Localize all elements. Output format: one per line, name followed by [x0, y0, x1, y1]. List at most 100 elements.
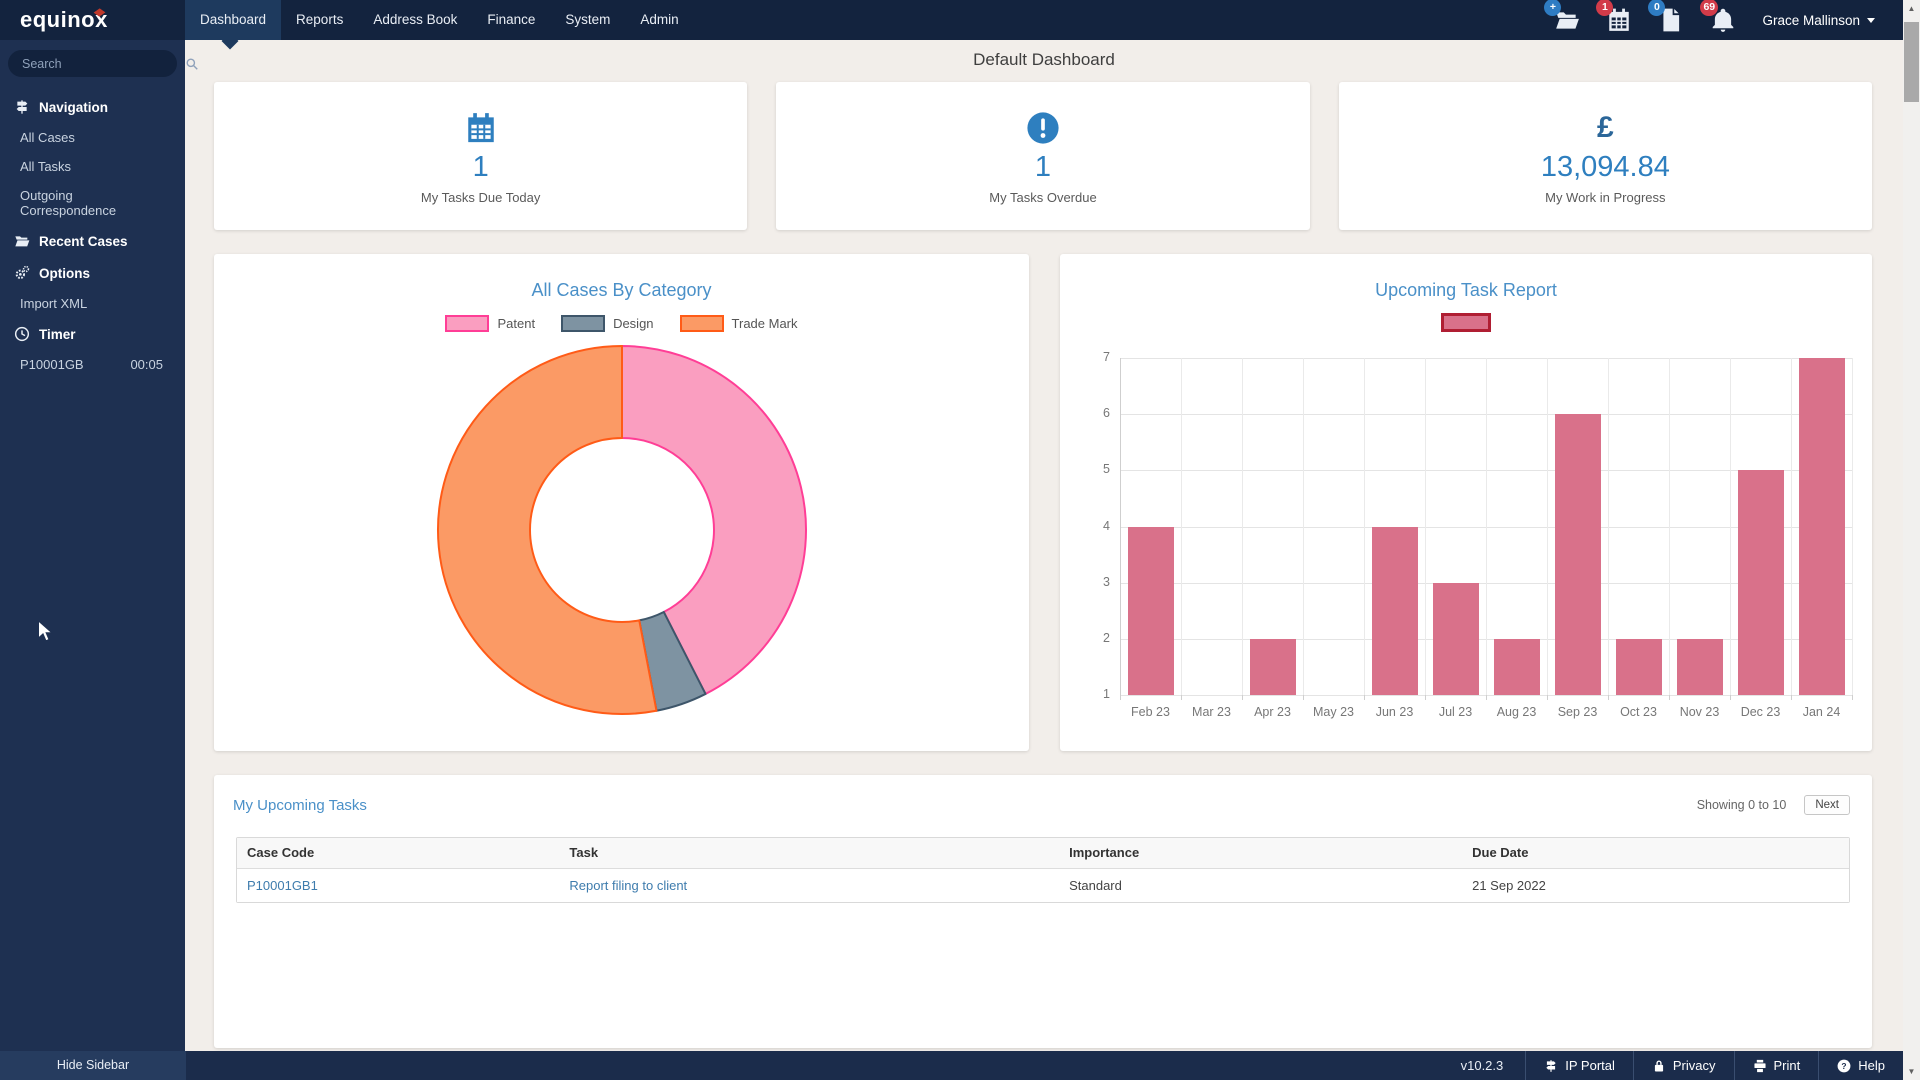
x-axis-tick-label: Nov 23 — [1679, 705, 1720, 719]
scroll-down-arrow-icon[interactable]: ▼ — [1907, 1067, 1916, 1076]
legend-label: Patent — [497, 316, 536, 331]
bar-jan-24[interactable] — [1798, 358, 1845, 695]
column-header-due-date[interactable]: Due Date — [1472, 845, 1529, 860]
tab-finance[interactable]: Finance — [487, 12, 536, 27]
stat-card-my-tasks-overdue[interactable]: 1 My Tasks Overdue — [776, 82, 1310, 230]
tab-admin[interactable]: Admin — [640, 12, 679, 27]
vertical-scrollbar[interactable]: ▲ ▼ — [1903, 0, 1920, 1080]
bar-feb-23[interactable] — [1127, 526, 1174, 695]
column-header-importance[interactable]: Importance — [1069, 845, 1140, 860]
timer-case-code[interactable]: P10001GB — [20, 357, 84, 372]
page-title: Default Dashboard — [973, 50, 1115, 69]
y-axis-tick-label: 6 — [1103, 406, 1110, 421]
cases-by-category-panel: All Cases By Category Patent Design Trade … — [214, 254, 1029, 751]
footer-links: IP Portal Privacy Print? Help — [1525, 1051, 1903, 1080]
sidebar-section-options[interactable]: Options — [0, 257, 185, 289]
bar-sep-23[interactable] — [1554, 414, 1601, 695]
bar-apr-23[interactable] — [1249, 638, 1296, 695]
tab-address-book[interactable]: Address Book — [373, 12, 458, 27]
sidebar-item-outgoing-correspondence[interactable]: Outgoing Correspondence — [20, 188, 117, 218]
search-input[interactable] — [20, 55, 185, 72]
bar-nov-23[interactable] — [1676, 638, 1723, 695]
stat-card-my-work-in-progress[interactable]: £13,094.84 My Work in Progress — [1338, 82, 1872, 230]
vertical-gridline — [1425, 358, 1426, 695]
scrollbar-thumb[interactable] — [1904, 22, 1919, 102]
next-page-button[interactable]: Next — [1804, 795, 1850, 815]
scroll-up-arrow-icon[interactable]: ▲ — [1907, 4, 1916, 13]
donut-slice-patent[interactable] — [620, 345, 807, 695]
tab-reports[interactable]: Reports — [296, 12, 344, 27]
y-axis-tick-label: 1 — [1103, 687, 1110, 701]
sidebar-section-navigation[interactable]: Navigation — [0, 91, 185, 123]
user-name: Grace Mallinson — [1762, 12, 1860, 28]
footer-link-ip-portal[interactable]: IP Portal — [1525, 1051, 1633, 1080]
notifications-bell-icon[interactable]: 69 — [1700, 0, 1736, 33]
x-axis-tick — [1730, 695, 1731, 700]
stat-card-value: 13,094.84 — [1540, 151, 1670, 183]
hide-sidebar-button[interactable]: Hide Sidebar — [0, 1051, 186, 1080]
footer-link-print[interactable]: Print — [1733, 1051, 1819, 1080]
tab-system[interactable]: System — [565, 12, 611, 27]
donut-slice-trade-mark[interactable] — [436, 345, 657, 715]
stat-card-value: 1 — [1034, 151, 1052, 183]
column-header-task[interactable]: Task — [569, 845, 599, 860]
x-axis-tick — [1669, 695, 1670, 700]
y-axis-tick-label: 5 — [1103, 462, 1110, 477]
tab-dashboard[interactable]: Dashboard — [185, 0, 282, 40]
lock-icon — [1652, 1059, 1666, 1073]
legend-item-design[interactable]: Design — [561, 315, 654, 332]
status-icons: +1 0 69 — [1544, 0, 1736, 33]
case-code-link[interactable]: P10001GB1 — [247, 878, 318, 893]
legend-swatch — [561, 315, 606, 332]
bar-chart: 1 2 3 4 5 6 7 Feb 23 Mar 23 Apr 23 May 23 Jun 23 Jul… — [1103, 350, 1853, 719]
vertical-gridline — [1669, 358, 1670, 695]
documents-icon[interactable]: 0 — [1648, 0, 1684, 33]
sidebar-section-recent-cases[interactable]: Recent Cases — [0, 225, 185, 257]
bar-jul-23[interactable] — [1432, 582, 1479, 695]
gears-icon — [14, 265, 30, 281]
chevron-down-icon — [1867, 17, 1875, 23]
bar-dec-23[interactable] — [1737, 470, 1784, 695]
bar-oct-23[interactable] — [1615, 638, 1662, 695]
vertical-gridline — [1791, 358, 1792, 695]
vertical-gridline — [1547, 358, 1548, 695]
new-case-folder-icon[interactable]: + — [1544, 0, 1580, 33]
column-header-case-code[interactable]: Case Code — [247, 845, 315, 860]
legend-item-trade-mark[interactable]: Trade Mark — [679, 315, 798, 332]
task-link[interactable]: Report filing to client — [569, 878, 688, 893]
legend-swatch — [445, 315, 490, 332]
calendar-tasks-icon[interactable]: 1 — [1596, 0, 1632, 33]
x-axis-tick-label: Aug 23 — [1496, 705, 1537, 719]
timer-row[interactable]: P10001GB 00:05 — [0, 350, 185, 379]
notification-badge: 69 — [1700, 0, 1719, 16]
bar-legend-swatch — [1441, 313, 1491, 332]
x-axis-tick — [1791, 695, 1792, 700]
brand-logo[interactable]: equinox — [0, 7, 185, 33]
footer-link-help[interactable]: ? Help — [1818, 1051, 1903, 1080]
bar-chart-title: Upcoming Task Report — [1375, 280, 1557, 300]
sidebar-item-all-cases[interactable]: All Cases — [20, 130, 75, 145]
bar-aug-23[interactable] — [1493, 638, 1540, 695]
x-axis-tick — [1425, 695, 1426, 700]
stat-card-my-tasks-due-today[interactable]: 1 My Tasks Due Today — [214, 82, 748, 230]
legend-item-patent[interactable]: Patent — [445, 315, 535, 332]
user-menu[interactable]: Grace Mallinson — [1762, 13, 1875, 28]
sidebar-section-timer[interactable]: Timer — [0, 318, 185, 350]
search-icon[interactable] — [185, 57, 199, 71]
vertical-gridline — [1608, 358, 1609, 695]
sidebar-section-label: Timer — [39, 326, 76, 342]
bar-jun-23[interactable] — [1371, 526, 1418, 695]
x-axis-tick-label: Oct 23 — [1620, 705, 1657, 719]
tasks-panel-title: My Upcoming Tasks — [233, 797, 367, 814]
sidebar-search[interactable] — [8, 50, 198, 77]
pound-icon: £ — [1596, 111, 1614, 144]
footer-link-privacy[interactable]: Privacy — [1632, 1051, 1734, 1080]
x-axis-tick — [1120, 695, 1121, 700]
notification-badge: 1 — [1596, 0, 1614, 16]
table-row: P10001GB1 Report filing to client Standard… — [237, 868, 1849, 902]
tasks-paging: Showing 0 to 10 Next — [1697, 795, 1850, 815]
vertical-gridline — [1303, 358, 1304, 695]
sidebar-item-import-xml[interactable]: Import XML — [20, 296, 88, 311]
printer-icon — [1753, 1059, 1767, 1073]
sidebar-item-all-tasks[interactable]: All Tasks — [20, 159, 72, 174]
